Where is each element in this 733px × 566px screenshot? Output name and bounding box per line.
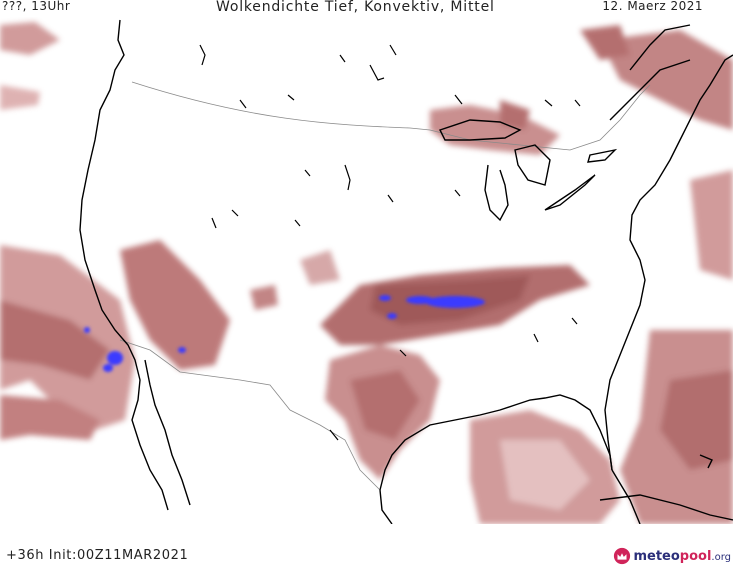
brand-meteo: meteo [633, 548, 680, 564]
valid-date: 12. Maerz 2021 [602, 0, 703, 13]
cloud-density-map [0, 17, 733, 524]
cloud-layer [0, 22, 733, 524]
init-timestamp: +36h Init:00Z11MAR2021 [6, 548, 189, 563]
map-title: Wolkendichte Tief, Konvektiv, Mittel [216, 0, 495, 15]
brand-pool: pool [679, 548, 712, 564]
map-footer: +36h Init:00Z11MAR2021 meteopool.org [0, 524, 733, 566]
convective-cells [84, 295, 485, 372]
meteopool-wordmark: meteopool.org [633, 549, 731, 564]
inland-lakes [199, 44, 581, 441]
coastlines [79, 19, 733, 524]
meteopool-logo-icon [614, 547, 631, 565]
brand-org: .org [711, 551, 731, 563]
country-borders [119, 81, 651, 491]
forecast-time-label: ???, 13Uhr [2, 0, 71, 13]
meteopool-logo[interactable]: meteopool.org [613, 546, 731, 566]
